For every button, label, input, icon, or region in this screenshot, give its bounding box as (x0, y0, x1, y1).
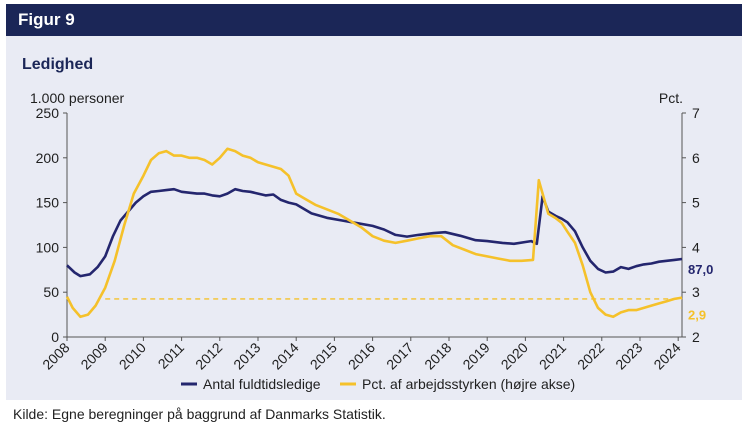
series-line-fuldtidsledige (66, 187, 683, 278)
source-note: Kilde: Egne beregninger på baggrund af D… (13, 406, 386, 422)
x-tick-label: 2014 (268, 339, 301, 372)
right-tick-label: 4 (692, 239, 700, 255)
x-tick-label: 2016 (345, 339, 378, 372)
left-tick-label: 200 (36, 150, 60, 166)
x-tick-label: 2009 (77, 339, 110, 372)
left-tick-label: 100 (36, 239, 60, 255)
right-tick-label: 5 (692, 195, 700, 211)
x-tick-label: 2011 (155, 339, 188, 372)
legend-label-1: Pct. af arbejdsstyrken (højre akse) (362, 376, 575, 392)
x-tick-label: 2018 (421, 339, 454, 372)
right-tick-label: 2 (692, 329, 700, 345)
left-tick-label: 50 (43, 284, 59, 300)
left-tick-label: 250 (36, 105, 60, 121)
figure-label: Figur 9 (18, 10, 75, 29)
x-tick-label: 2023 (612, 339, 645, 372)
legend-label-0: Antal fuldtidsledige (203, 376, 321, 392)
series-line-pct-arbejdsstyrken (65, 147, 683, 319)
x-tick-label: 2013 (230, 339, 263, 372)
end-label-pct: 2,9 (688, 308, 706, 323)
x-tick-label: 2017 (383, 339, 416, 372)
right-tick-label: 3 (692, 284, 700, 300)
x-tick-label: 2010 (116, 339, 149, 372)
x-tick-label: 2012 (192, 339, 225, 372)
end-label-fuldtidsledige: 87,0 (688, 262, 713, 277)
right-axis-title: Pct. (659, 90, 683, 106)
x-tick-label: 2008 (39, 339, 72, 372)
figure-panel: Figur 9 Ledighed (6, 4, 742, 400)
x-tick-label: 2020 (498, 339, 531, 372)
chart-title: Ledighed (22, 56, 94, 73)
x-tick-label: 2022 (574, 339, 607, 372)
left-axis-title: 1.000 personer (30, 90, 125, 106)
left-tick-label: 0 (51, 329, 59, 345)
right-tick-label: 6 (692, 150, 700, 166)
right-tick-label: 7 (692, 105, 700, 121)
x-tick-label: 2024 (650, 339, 683, 372)
x-tick-label: 2015 (307, 339, 340, 372)
figure-header: Figur 9 (6, 4, 742, 36)
left-tick-label: 150 (36, 195, 60, 211)
x-tick-label: 2021 (536, 339, 569, 372)
x-tick-label: 2019 (459, 339, 492, 372)
